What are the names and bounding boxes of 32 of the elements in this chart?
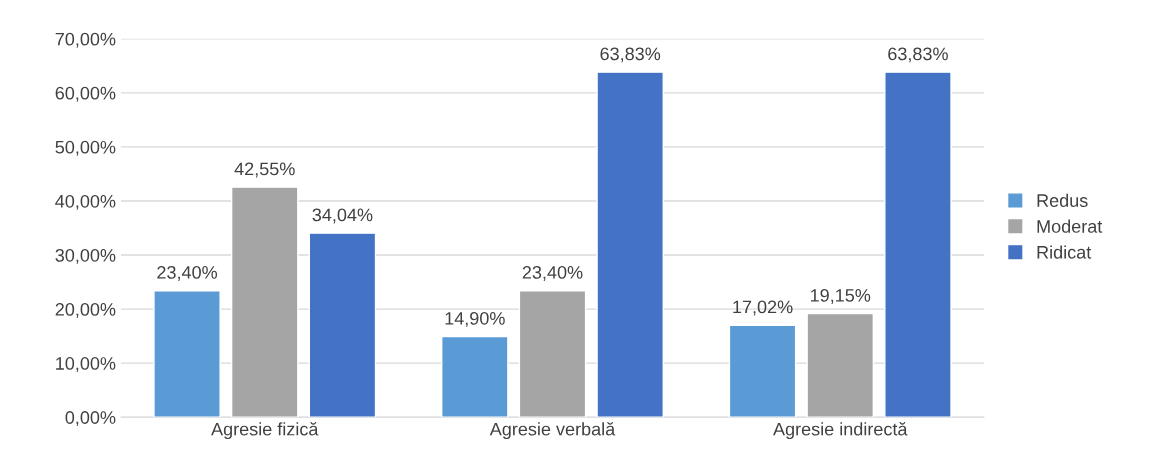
y-tick-label: 0,00% — [65, 411, 116, 427]
data-label: 23,40% — [157, 266, 218, 281]
y-tick-label: 50,00% — [55, 140, 116, 156]
bar — [596, 71, 664, 418]
bar — [441, 335, 509, 418]
bar — [728, 324, 797, 418]
data-label: 63,83% — [888, 47, 948, 63]
data-label: 23,40% — [522, 266, 583, 281]
y-tick-label: 20,00% — [55, 303, 116, 318]
bar — [230, 186, 299, 418]
legend-label: Redus — [1037, 193, 1088, 207]
y-tick-label: 10,00% — [56, 357, 116, 372]
bar — [308, 232, 377, 418]
y-tick-label: 60,00% — [55, 86, 116, 102]
bar — [884, 71, 952, 418]
bar — [518, 289, 587, 418]
data-label: 19,15% — [810, 288, 871, 304]
bar — [153, 289, 221, 418]
legend-label: Ridicat — [1037, 245, 1092, 259]
data-label: 14,90% — [445, 311, 505, 327]
data-label: 34,04% — [312, 208, 373, 224]
bar — [806, 312, 875, 418]
data-label: 63,83% — [600, 47, 661, 63]
data-label: 42,55% — [234, 162, 295, 178]
y-tick-label: 70,00% — [55, 32, 116, 48]
x-tick-label: Agresie indirectă — [773, 422, 908, 440]
x-tick-label: Agresie verbală — [489, 422, 616, 440]
x-tick-label: Agresie fizică — [211, 422, 319, 440]
y-tick-label: 40,00% — [55, 194, 116, 210]
legend-label: Moderat — [1037, 219, 1103, 233]
y-tick-label: 30,00% — [55, 248, 116, 264]
data-label: 17,02% — [733, 300, 793, 316]
